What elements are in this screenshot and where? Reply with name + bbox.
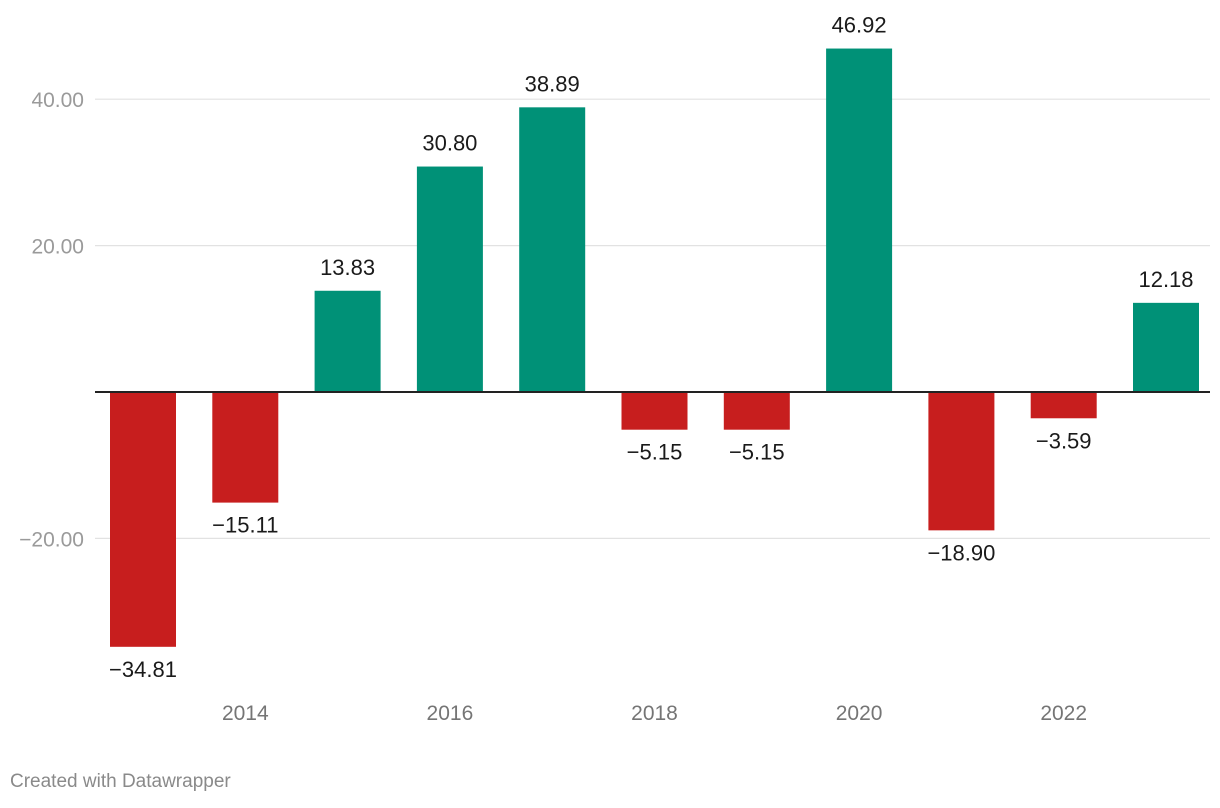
bar: [1133, 302, 1199, 392]
bar: [826, 48, 893, 393]
x-axis-ticks: 2014 2016 2018 2020 2022: [222, 702, 1087, 725]
datawrapper-credit: Created with Datawrapper: [10, 771, 231, 792]
bar: [212, 392, 279, 503]
bar: [723, 392, 790, 430]
x-tick-label: 2018: [631, 702, 678, 725]
bar-value-label: −15.11: [212, 513, 278, 538]
bar-value-label: 13.83: [320, 255, 375, 280]
x-tick-label: 2022: [1040, 702, 1087, 725]
bar: [314, 290, 381, 392]
bar-value-label: 46.92: [832, 13, 887, 38]
bar-value-label: −18.90: [927, 540, 995, 565]
bar-value-label: 12.18: [1138, 267, 1193, 292]
bar-value-label: 38.89: [525, 71, 580, 96]
x-tick-label: 2020: [836, 702, 883, 725]
bar: [1030, 392, 1097, 419]
bar: [621, 392, 688, 430]
bar-value-label: 30.80: [422, 131, 477, 156]
bar-value-labels: −34.81 −15.11 13.83 30.80 38.89 −5.15 −5.15 46.…: [109, 13, 1193, 682]
bar-value-label: −5.15: [627, 440, 683, 465]
y-tick-label: 40.00: [31, 89, 84, 112]
bar: [519, 107, 586, 393]
y-axis-ticks: −20.00 20.00 40.00: [19, 89, 84, 551]
gridlines: [95, 98, 1210, 540]
bar-value-label: −34.81: [109, 657, 177, 682]
bar-value-label: −5.15: [729, 440, 785, 465]
bar: [416, 166, 483, 392]
bar: [110, 392, 176, 647]
x-tick-label: 2016: [427, 702, 474, 725]
bar-value-label: −3.59: [1036, 428, 1092, 453]
bars: [110, 48, 1199, 647]
bar: [928, 392, 995, 531]
x-tick-label: 2014: [222, 702, 269, 725]
y-tick-label: 20.00: [31, 236, 84, 259]
y-tick-label: −20.00: [19, 528, 84, 551]
